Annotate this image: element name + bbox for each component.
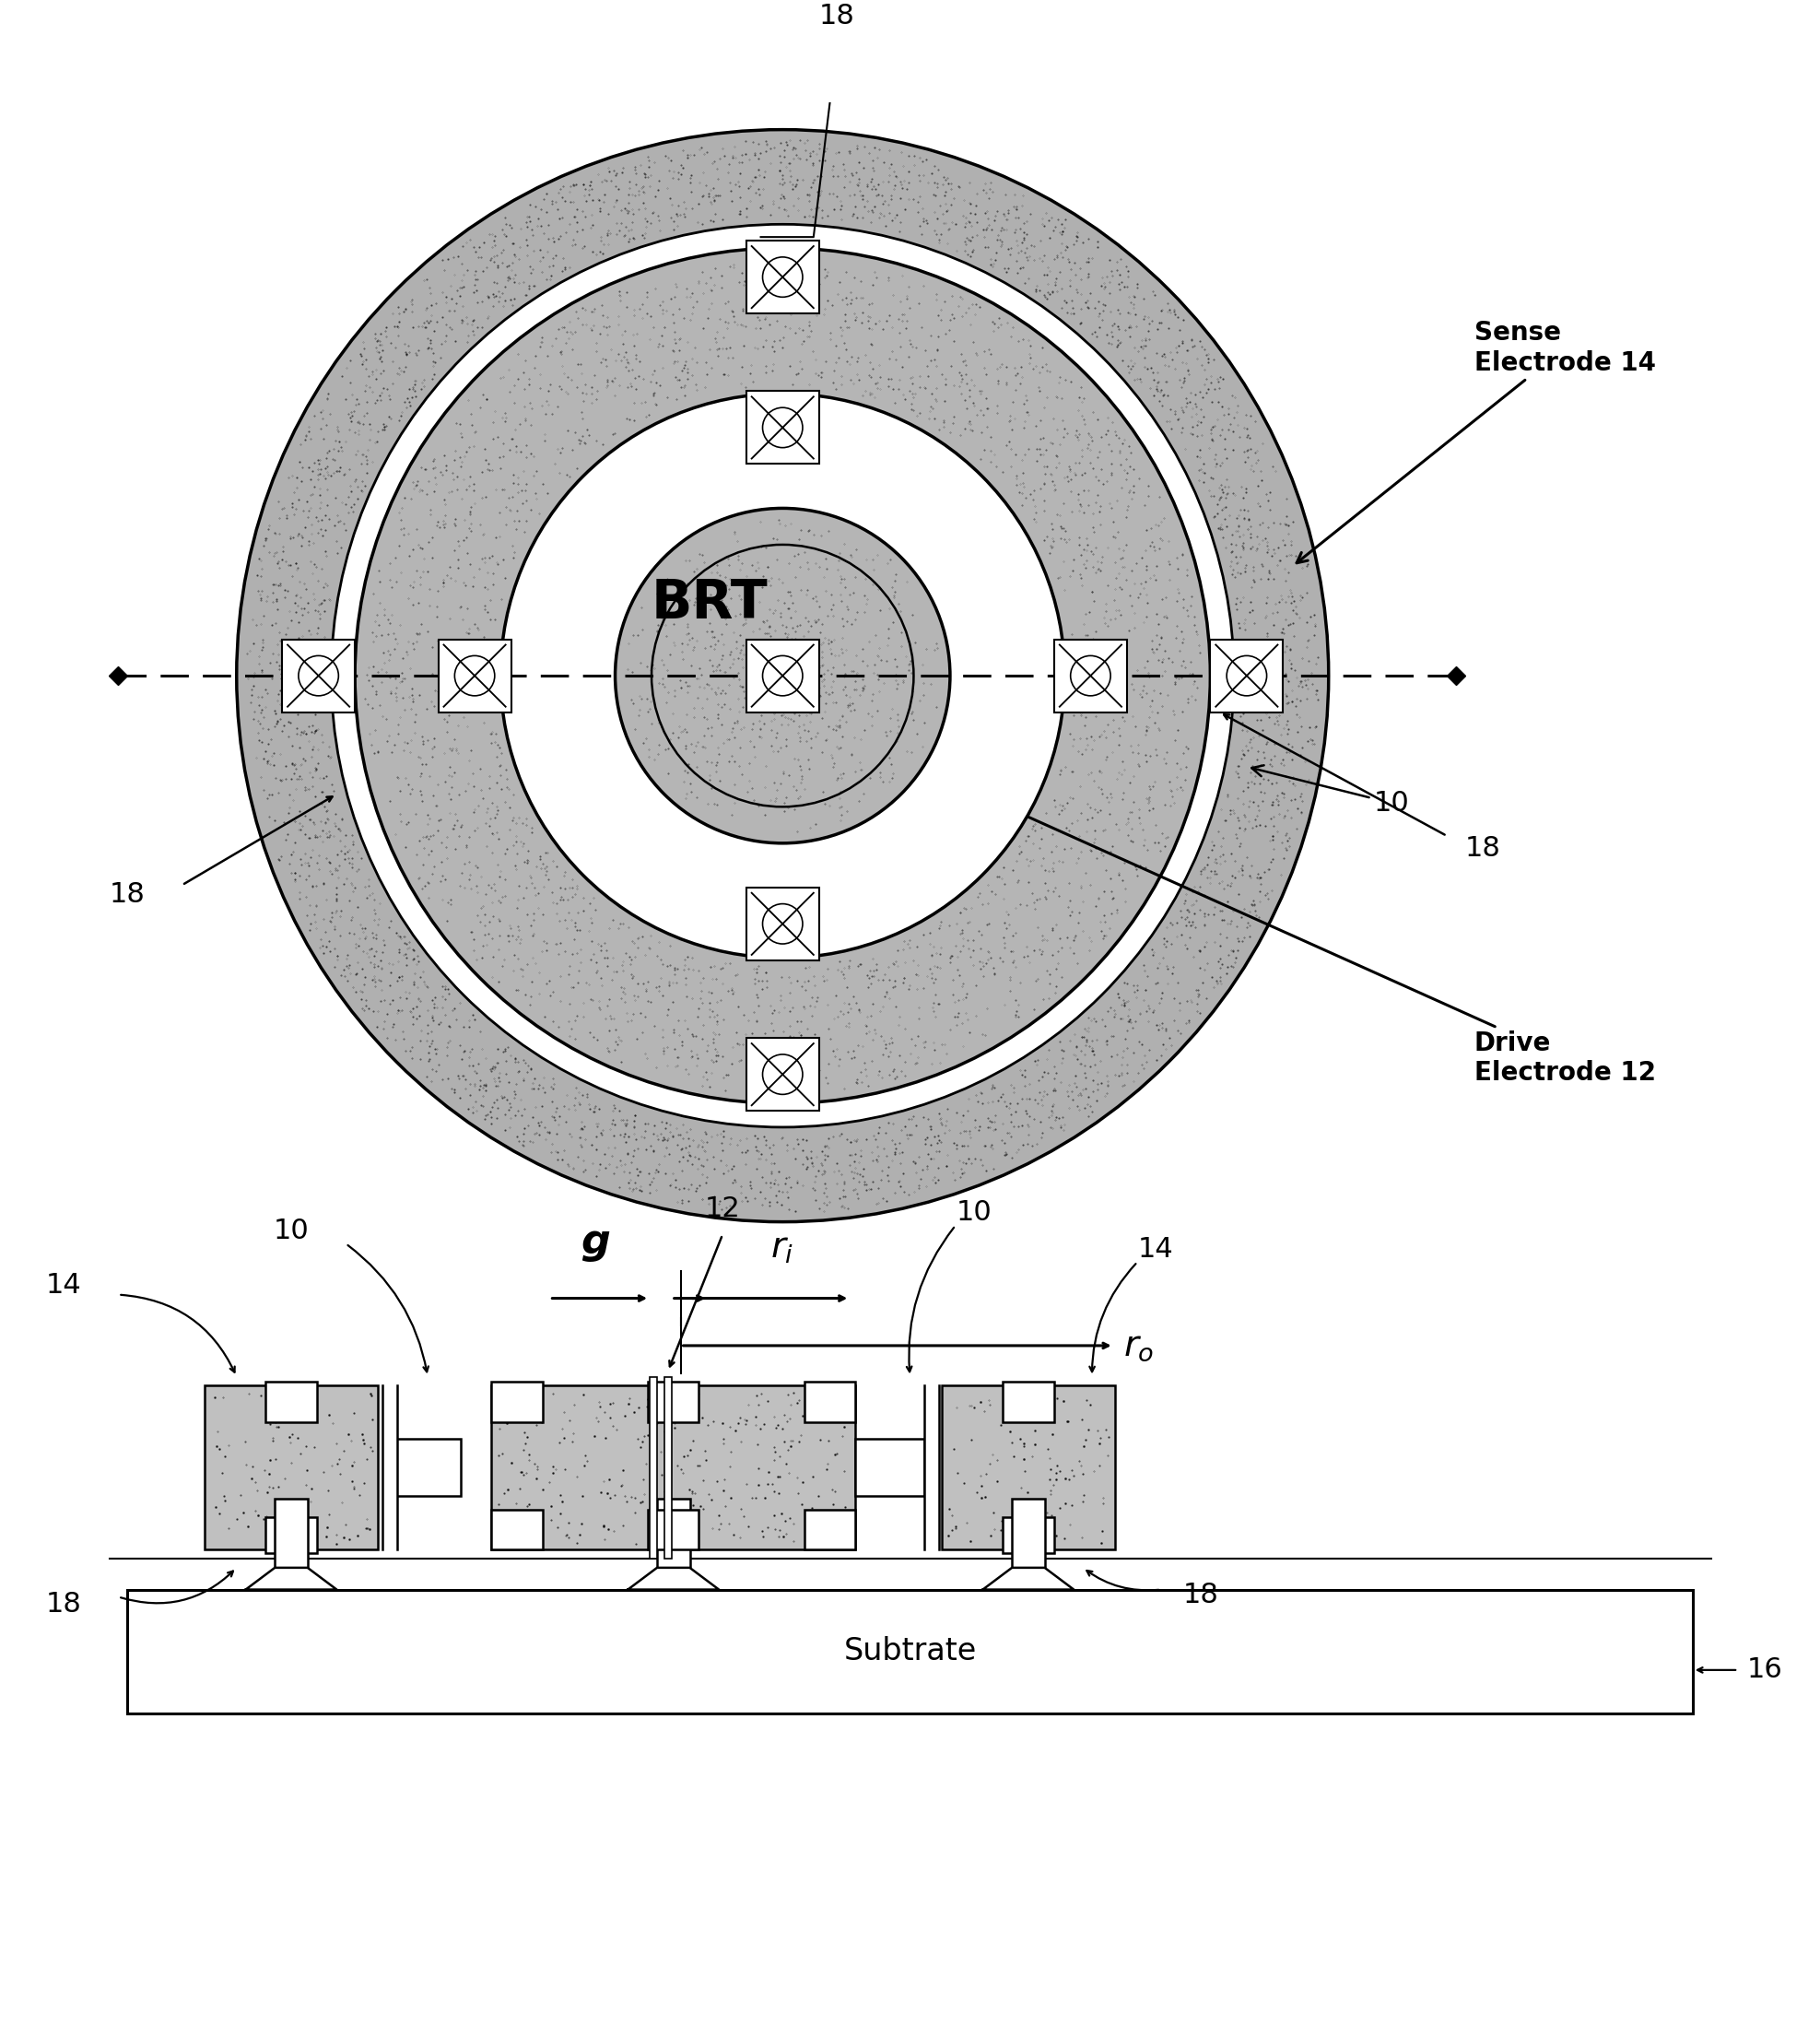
Bar: [855, 1440, 925, 1496]
Text: 18: 18: [46, 1592, 82, 1618]
Text: $r_i$: $r_i$: [770, 1231, 794, 1266]
Bar: [1210, 640, 1283, 713]
Polygon shape: [628, 1567, 719, 1590]
Text: 10: 10: [273, 1217, 309, 1243]
Text: 14: 14: [46, 1272, 82, 1298]
Text: 18: 18: [109, 881, 146, 907]
Text: 16: 16: [1747, 1656, 1784, 1683]
Bar: [127, 1590, 1693, 1713]
Text: $r_o$: $r_o$: [1123, 1328, 1154, 1363]
Bar: [1003, 1381, 1054, 1422]
Bar: [648, 1381, 699, 1422]
Bar: [657, 1498, 690, 1590]
Bar: [266, 1517, 317, 1553]
Bar: [650, 1377, 657, 1559]
Bar: [1054, 640, 1127, 713]
Bar: [1003, 1517, 1054, 1553]
Bar: [804, 1509, 855, 1549]
Bar: [391, 1440, 460, 1496]
Polygon shape: [246, 1567, 337, 1590]
Circle shape: [500, 393, 1065, 958]
Text: Subtrate: Subtrate: [843, 1636, 977, 1667]
Text: Sense
Electrode 14: Sense Electrode 14: [1296, 320, 1656, 563]
Text: 10: 10: [1252, 765, 1410, 816]
Bar: [648, 1509, 699, 1549]
Bar: [204, 1385, 379, 1549]
Text: 18: 18: [1183, 1582, 1219, 1608]
Circle shape: [237, 130, 1329, 1221]
Text: Drive
Electrode 12: Drive Electrode 12: [983, 796, 1656, 1085]
Text: 12: 12: [704, 1195, 741, 1221]
Bar: [491, 1385, 855, 1549]
Bar: [664, 1377, 672, 1559]
Text: 10: 10: [956, 1199, 992, 1225]
Text: 14: 14: [1138, 1235, 1174, 1262]
Bar: [746, 391, 819, 464]
Bar: [275, 1498, 308, 1590]
Bar: [491, 1509, 542, 1549]
Bar: [746, 241, 819, 314]
Circle shape: [355, 247, 1210, 1104]
Bar: [439, 640, 511, 713]
Bar: [382, 1385, 397, 1549]
Bar: [746, 887, 819, 960]
Circle shape: [333, 227, 1232, 1126]
Bar: [1012, 1498, 1045, 1590]
Text: 18: 18: [1465, 834, 1501, 863]
Bar: [943, 1385, 1114, 1549]
Text: BRT: BRT: [652, 577, 768, 630]
Bar: [491, 1381, 542, 1422]
Bar: [746, 640, 819, 713]
Bar: [266, 1381, 317, 1422]
Bar: [925, 1385, 939, 1549]
Bar: [804, 1381, 855, 1422]
Bar: [282, 640, 355, 713]
Text: g: g: [581, 1223, 610, 1262]
Circle shape: [615, 508, 950, 842]
Circle shape: [652, 545, 914, 806]
Polygon shape: [983, 1567, 1074, 1590]
Circle shape: [331, 225, 1234, 1128]
Bar: [746, 1039, 819, 1112]
Text: 18: 18: [819, 2, 855, 30]
